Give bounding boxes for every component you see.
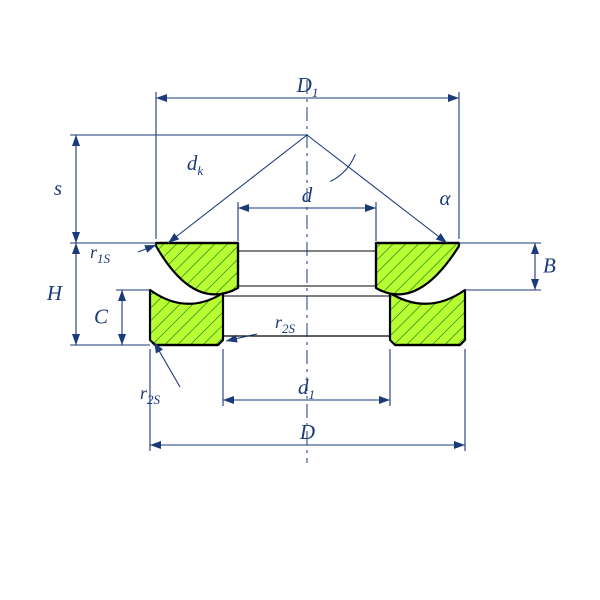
- svg-text:H: H: [46, 281, 64, 305]
- svg-text:r2S: r2S: [275, 312, 296, 336]
- svg-text:d: d: [302, 183, 313, 207]
- svg-text:C: C: [94, 305, 109, 329]
- bearing-diagram: D1dd1DsHCBr1Sr2Sr2Sdkα: [0, 0, 600, 600]
- svg-text:d1: d1: [298, 375, 315, 402]
- svg-text:α: α: [439, 186, 451, 210]
- svg-text:D1: D1: [296, 73, 319, 100]
- svg-text:r1S: r1S: [90, 242, 111, 266]
- svg-text:s: s: [54, 176, 62, 200]
- svg-text:D: D: [299, 420, 315, 444]
- svg-text:dk: dk: [187, 151, 204, 178]
- svg-text:B: B: [543, 254, 556, 278]
